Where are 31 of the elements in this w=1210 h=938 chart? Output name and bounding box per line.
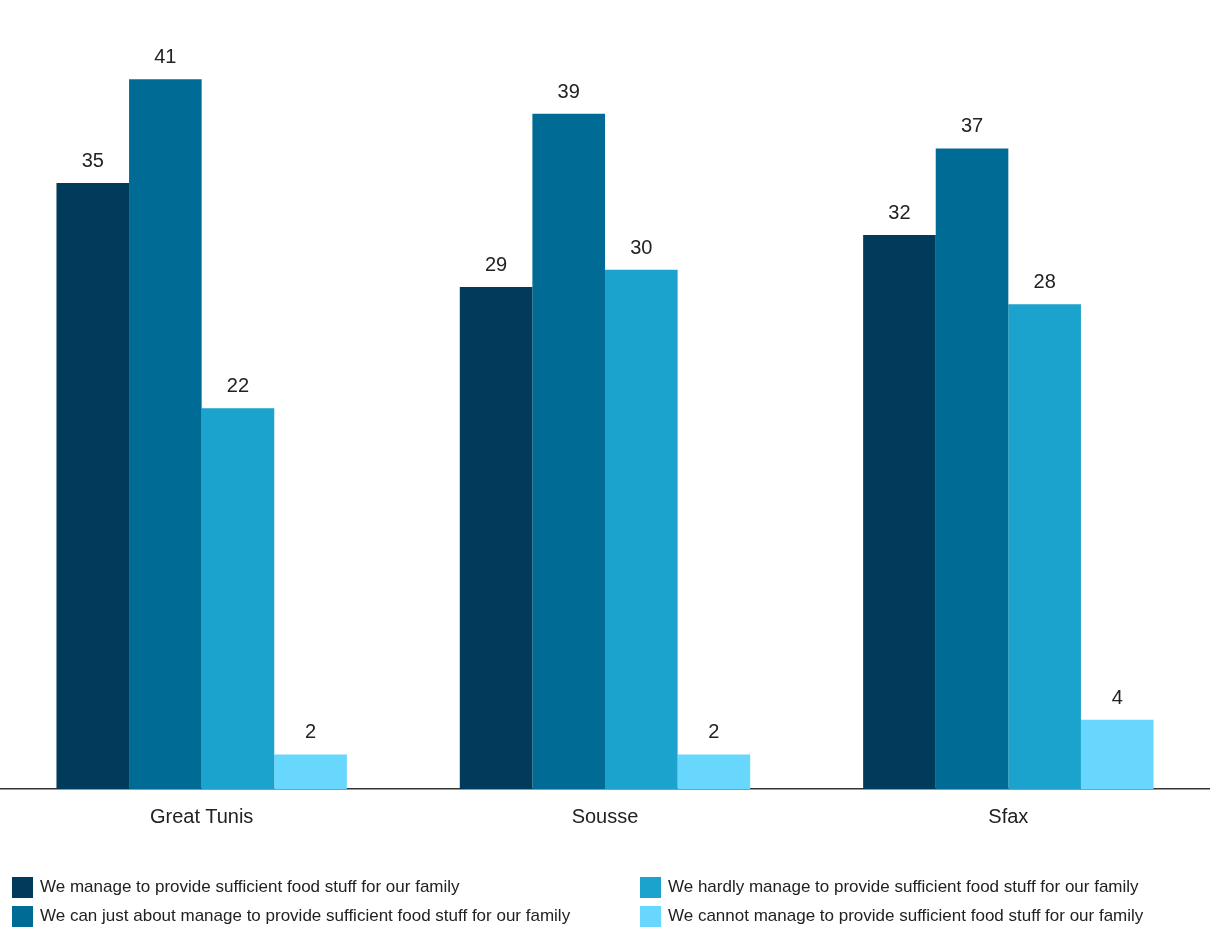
bar [201,408,275,789]
data-label: 22 [226,374,250,397]
bar [1008,304,1081,789]
bar [129,79,202,789]
x-tick-label: Great Tunis [149,804,254,827]
legend-label: We can just about manage to provide sufficient food stuff for our family [40,906,571,926]
data-label: 2 [708,720,720,743]
bar [1080,719,1154,789]
data-label: 4 [1111,685,1123,708]
data-label: 30 [630,235,653,258]
bar [56,183,130,789]
legend-label: We cannot manage to provide sufficient food stuff for our family [668,906,1144,926]
bar [532,113,605,789]
bar [274,754,347,789]
legend-label: We manage to provide sufficient food stuff for our family [40,877,460,897]
bar [605,269,678,789]
data-label: 41 [154,45,177,68]
bar [935,148,1009,789]
bar [863,235,936,789]
bar [677,754,751,789]
legend-label: We hardly manage to provide sufficient food stuff for our family [668,877,1139,897]
data-label: 35 [81,149,104,172]
data-label: 32 [888,201,911,224]
data-label: 2 [305,720,317,743]
bar [459,286,533,789]
x-tick-label: Sousse [571,804,639,827]
data-label: 39 [557,79,580,102]
data-label: 37 [960,114,984,137]
data-label: 29 [484,252,508,275]
x-tick-label: Sfax [988,804,1029,827]
data-label: 28 [1033,270,1056,293]
